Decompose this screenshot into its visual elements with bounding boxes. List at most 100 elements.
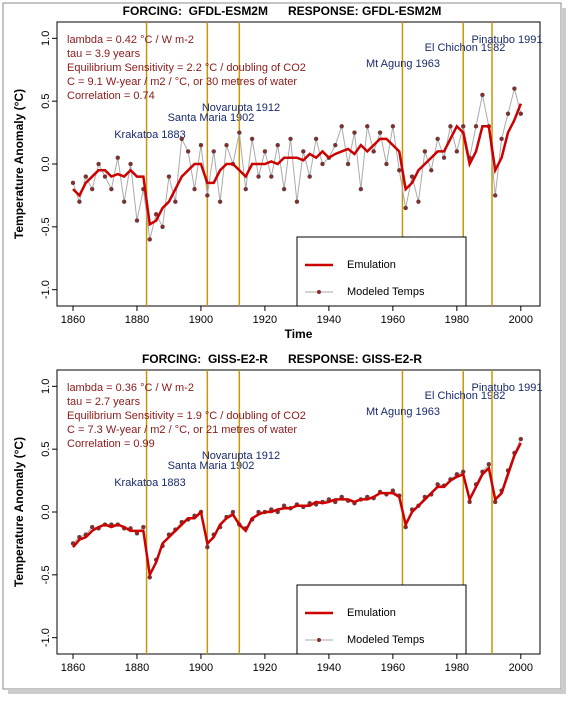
y-tick-label: 0.0: [40, 504, 52, 519]
annotation: Equilibrium Sensitivity = 1.9 °C / doubl…: [67, 410, 306, 422]
modeled-point: [505, 111, 511, 116]
volcano-label: Mt Agung 1963: [366, 58, 440, 70]
x-tick-label: 1920: [253, 314, 277, 326]
emulation-line: [72, 442, 522, 579]
annotation: tau = 3.9 years: [67, 48, 141, 60]
annotation: lambda = 0.36 °C / W m-2: [67, 382, 194, 394]
x-tick-label: 2000: [509, 662, 533, 674]
x-tick-label: 1980: [445, 662, 469, 674]
modeled-point: [435, 136, 440, 142]
volcano-label: El Chichon 1982: [425, 390, 506, 402]
modeled-point: [192, 186, 197, 192]
modeled-point: [428, 168, 434, 173]
modeled-point: [77, 199, 82, 204]
modeled-point: [166, 174, 172, 179]
modeled-point: [313, 136, 319, 142]
legend-box: [296, 236, 467, 307]
annotation: Equilibrium Sensitivity = 2.2 °C / doubl…: [67, 62, 306, 74]
x-tick-label: 1920: [253, 662, 277, 674]
y-tick-label: 0.5: [40, 94, 52, 109]
legend-box: [296, 584, 467, 655]
volcano-label: Krakatoa 1883: [114, 129, 186, 141]
modeled-point: [320, 161, 325, 167]
y-tick-label: -1.0: [40, 280, 52, 299]
modeled-point: [377, 130, 383, 135]
modeled-point: [454, 149, 460, 154]
modeled-point: [518, 436, 524, 442]
x-tick-label: 2000: [509, 314, 533, 326]
x-tick-label: 1960: [381, 662, 405, 674]
modeled-point: [512, 86, 517, 91]
annotation: lambda = 0.42 °C / W m-2: [67, 34, 194, 46]
x-tick-label: 1900: [189, 314, 213, 326]
modeled-point: [448, 124, 453, 129]
x-axis-label: Time: [285, 327, 313, 341]
modeled-point: [160, 224, 165, 230]
modeled-point: [371, 149, 376, 154]
modeled-point: [441, 155, 447, 160]
x-tick-label: 1880: [125, 662, 149, 674]
modeled-point: [275, 142, 280, 148]
modeled-point: [416, 199, 421, 204]
legend-label: Modeled Temps: [347, 634, 425, 646]
modeled-point: [205, 544, 210, 550]
modeled-point: [486, 461, 492, 467]
frame: [2, 2, 562, 690]
modeled-point: [307, 174, 312, 179]
modeled-point: [384, 161, 389, 167]
modeled-point: [358, 186, 364, 192]
volcano-label: El Chichon 1982: [425, 42, 506, 54]
modeled-point: [269, 174, 274, 179]
volcano-label: Mt Agung 1963: [366, 406, 440, 418]
modeled-point: [256, 174, 261, 179]
y-tick-label: 0.0: [40, 156, 52, 171]
x-tick-label: 1880: [125, 314, 149, 326]
modeled-point: [352, 130, 357, 135]
modeled-point: [128, 161, 133, 167]
modeled-point: [492, 193, 498, 198]
modeled-point: [147, 237, 153, 242]
modeled-point: [281, 186, 287, 192]
x-tick-label: 1940: [317, 314, 341, 326]
modeled-point: [422, 149, 428, 154]
modeled-point: [83, 174, 89, 179]
x-tick-label: 1860: [61, 314, 85, 326]
modeled-point: [403, 205, 408, 211]
modeled-point: [173, 199, 178, 204]
volcano-label: Pinatubo 1991: [472, 34, 543, 46]
x-tick-label: 1860: [61, 662, 85, 674]
legend-label: Modeled Temps: [347, 286, 425, 298]
modeled-point: [224, 142, 229, 148]
modeled-point: [294, 199, 300, 204]
modeled-point: [211, 149, 216, 154]
modeled-point: [243, 186, 248, 192]
y-tick-label: 1.0: [40, 379, 52, 394]
legend-label: Emulation: [347, 607, 396, 619]
volcano-label: Santa Maria 1902: [168, 460, 255, 472]
modeled-point: [518, 111, 524, 116]
volcano-label: Santa Maria 1902: [168, 112, 255, 124]
modeled-point: [185, 149, 191, 154]
modeled-point: [121, 199, 127, 204]
modeled-point: [217, 199, 223, 204]
modeled-point: [249, 136, 255, 142]
modeled-point: [365, 124, 370, 129]
modeled-point: [70, 180, 76, 186]
modeled-point: [333, 142, 338, 148]
modeled-point: [473, 124, 479, 129]
y-tick-label: 0.5: [40, 442, 52, 457]
modeled-point: [339, 124, 344, 129]
modeled-point: [115, 155, 121, 160]
modeled-point: [237, 130, 242, 135]
volcano-label: Novarupta 1912: [202, 450, 280, 462]
x-tick-label: 1900: [189, 662, 213, 674]
modeled-point: [89, 524, 95, 530]
y-tick-label: -0.5: [40, 217, 52, 236]
y-tick-label: -0.5: [40, 565, 52, 584]
x-tick-label: 1960: [381, 314, 405, 326]
y-tick-label: 1.0: [40, 31, 52, 46]
modeled-point: [480, 92, 485, 98]
modeled-point: [460, 124, 466, 129]
modeled-point: [198, 142, 204, 148]
